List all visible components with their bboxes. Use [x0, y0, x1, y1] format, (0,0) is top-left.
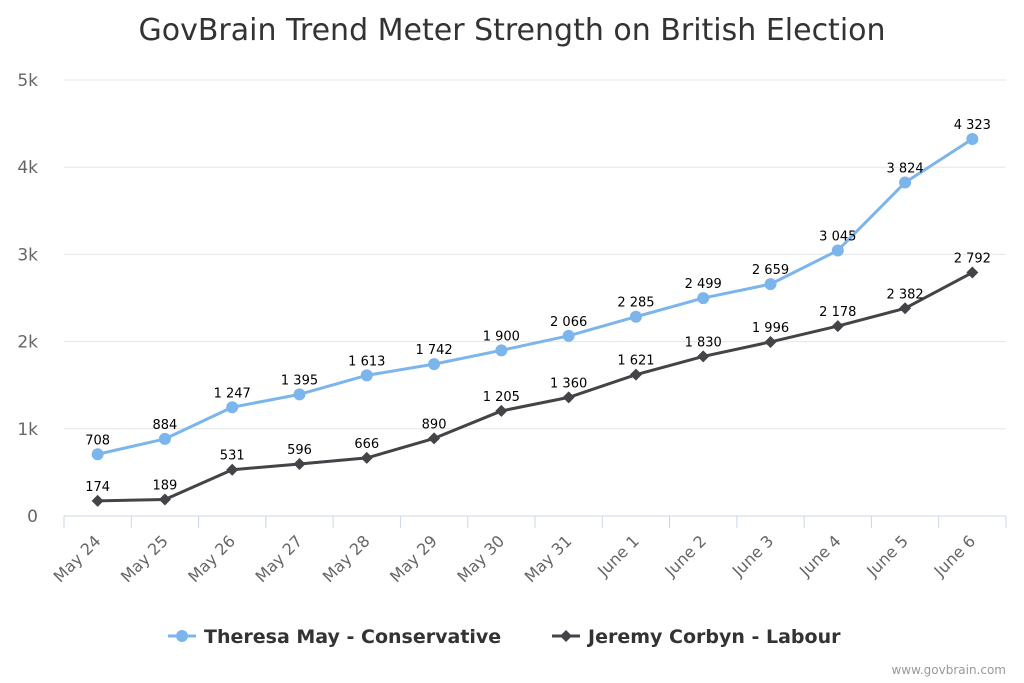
data-point	[226, 401, 239, 414]
data-point	[831, 320, 844, 333]
data-label: 2 285	[617, 296, 654, 311]
data-point	[764, 278, 777, 291]
y-tick-label: 5k	[17, 71, 38, 91]
x-tick-label: May 28	[319, 531, 374, 586]
data-point	[158, 432, 171, 445]
data-label: 1 247	[214, 386, 251, 401]
x-tick-label: June 1	[593, 531, 643, 581]
legend-marker	[560, 630, 572, 642]
legend-label: Theresa May - Conservative	[204, 626, 501, 648]
data-label: 1 360	[550, 376, 587, 391]
data-point	[562, 329, 575, 342]
series-line	[96, 137, 974, 456]
data-label: 2 382	[886, 287, 923, 302]
data-label: 666	[354, 437, 379, 452]
data-point	[966, 266, 979, 279]
data-point	[629, 310, 642, 323]
data-label: 596	[287, 443, 312, 458]
data-label: 1 996	[752, 321, 789, 336]
data-point	[293, 458, 306, 471]
legend-label: Jeremy Corbyn - Labour	[586, 626, 841, 648]
data-label: 3 824	[886, 162, 923, 177]
legend[interactable]: Theresa May - Conservative Jeremy Corbyn …	[168, 626, 841, 648]
y-tick-label: 0	[27, 507, 38, 527]
x-tick-label: May 29	[386, 531, 441, 586]
data-label: 1 900	[483, 329, 520, 344]
data-point	[495, 404, 508, 417]
data-label: 1 613	[348, 354, 385, 369]
data-point	[697, 292, 710, 305]
data-label: 1 621	[617, 354, 654, 369]
data-point	[966, 133, 979, 146]
x-tick-label: June 3	[728, 531, 778, 581]
data-point	[360, 369, 373, 382]
legend-item[interactable]: Theresa May - Conservative	[168, 626, 501, 648]
legend-marker	[176, 630, 188, 642]
legend-item[interactable]: Jeremy Corbyn - Labour	[552, 626, 841, 648]
data-point	[360, 451, 373, 464]
x-tick-label: May 27	[252, 531, 307, 586]
data-point	[831, 244, 844, 257]
x-tick-label: May 25	[117, 531, 172, 586]
data-label: 890	[422, 417, 447, 432]
data-label: 174	[85, 480, 110, 495]
data-label: 531	[220, 449, 245, 464]
x-tick-label: May 24	[50, 531, 105, 586]
data-point	[91, 448, 104, 461]
data-label: 1 830	[685, 335, 722, 350]
data-point	[697, 350, 710, 363]
data-point	[158, 493, 171, 506]
x-tick-label: May 30	[453, 531, 508, 586]
data-point	[899, 176, 912, 189]
data-point	[91, 494, 104, 507]
data-label: 189	[153, 479, 178, 494]
data-labels: 708 884 1 247 1 395 1 613 1 742 1 900 2 066 2 28…	[85, 118, 991, 495]
data-point	[428, 358, 441, 371]
y-tick-label: 3k	[17, 245, 38, 265]
data-point	[764, 335, 777, 348]
y-tick-label: 1k	[17, 420, 38, 440]
gridlines	[64, 79, 1006, 430]
data-point	[899, 302, 912, 315]
data-point	[428, 432, 441, 445]
x-tick-label: June 2	[660, 531, 710, 581]
data-label: 1 742	[415, 343, 452, 358]
series-line	[96, 271, 974, 503]
data-label: 708	[85, 433, 110, 448]
data-label: 884	[153, 418, 178, 433]
x-tick-label: June 5	[862, 531, 912, 581]
x-tick-label: May 31	[521, 531, 576, 586]
data-point	[226, 463, 239, 476]
x-tick-label: June 6	[930, 531, 980, 581]
x-tick-label: May 26	[184, 531, 239, 586]
y-tick-label: 2k	[17, 333, 38, 353]
credit-text[interactable]: www.govbrain.com	[891, 663, 1006, 677]
x-tick-label: June 4	[795, 531, 845, 581]
data-label: 2 659	[752, 263, 789, 278]
data-label: 3 045	[819, 229, 856, 244]
y-tick-label: 4k	[17, 158, 38, 178]
data-point	[562, 391, 575, 404]
data-label: 2 066	[550, 315, 587, 330]
series	[91, 133, 979, 507]
data-label: 4 323	[954, 118, 991, 133]
data-point	[293, 388, 306, 401]
chart-title: GovBrain Trend Meter Strength on British…	[138, 13, 885, 48]
data-label: 2 499	[685, 277, 722, 292]
data-point	[629, 368, 642, 381]
data-label: 1 205	[483, 390, 520, 405]
data-point	[495, 344, 508, 357]
data-label: 1 395	[281, 373, 318, 388]
data-label: 2 792	[954, 252, 991, 267]
data-label: 2 178	[819, 305, 856, 320]
